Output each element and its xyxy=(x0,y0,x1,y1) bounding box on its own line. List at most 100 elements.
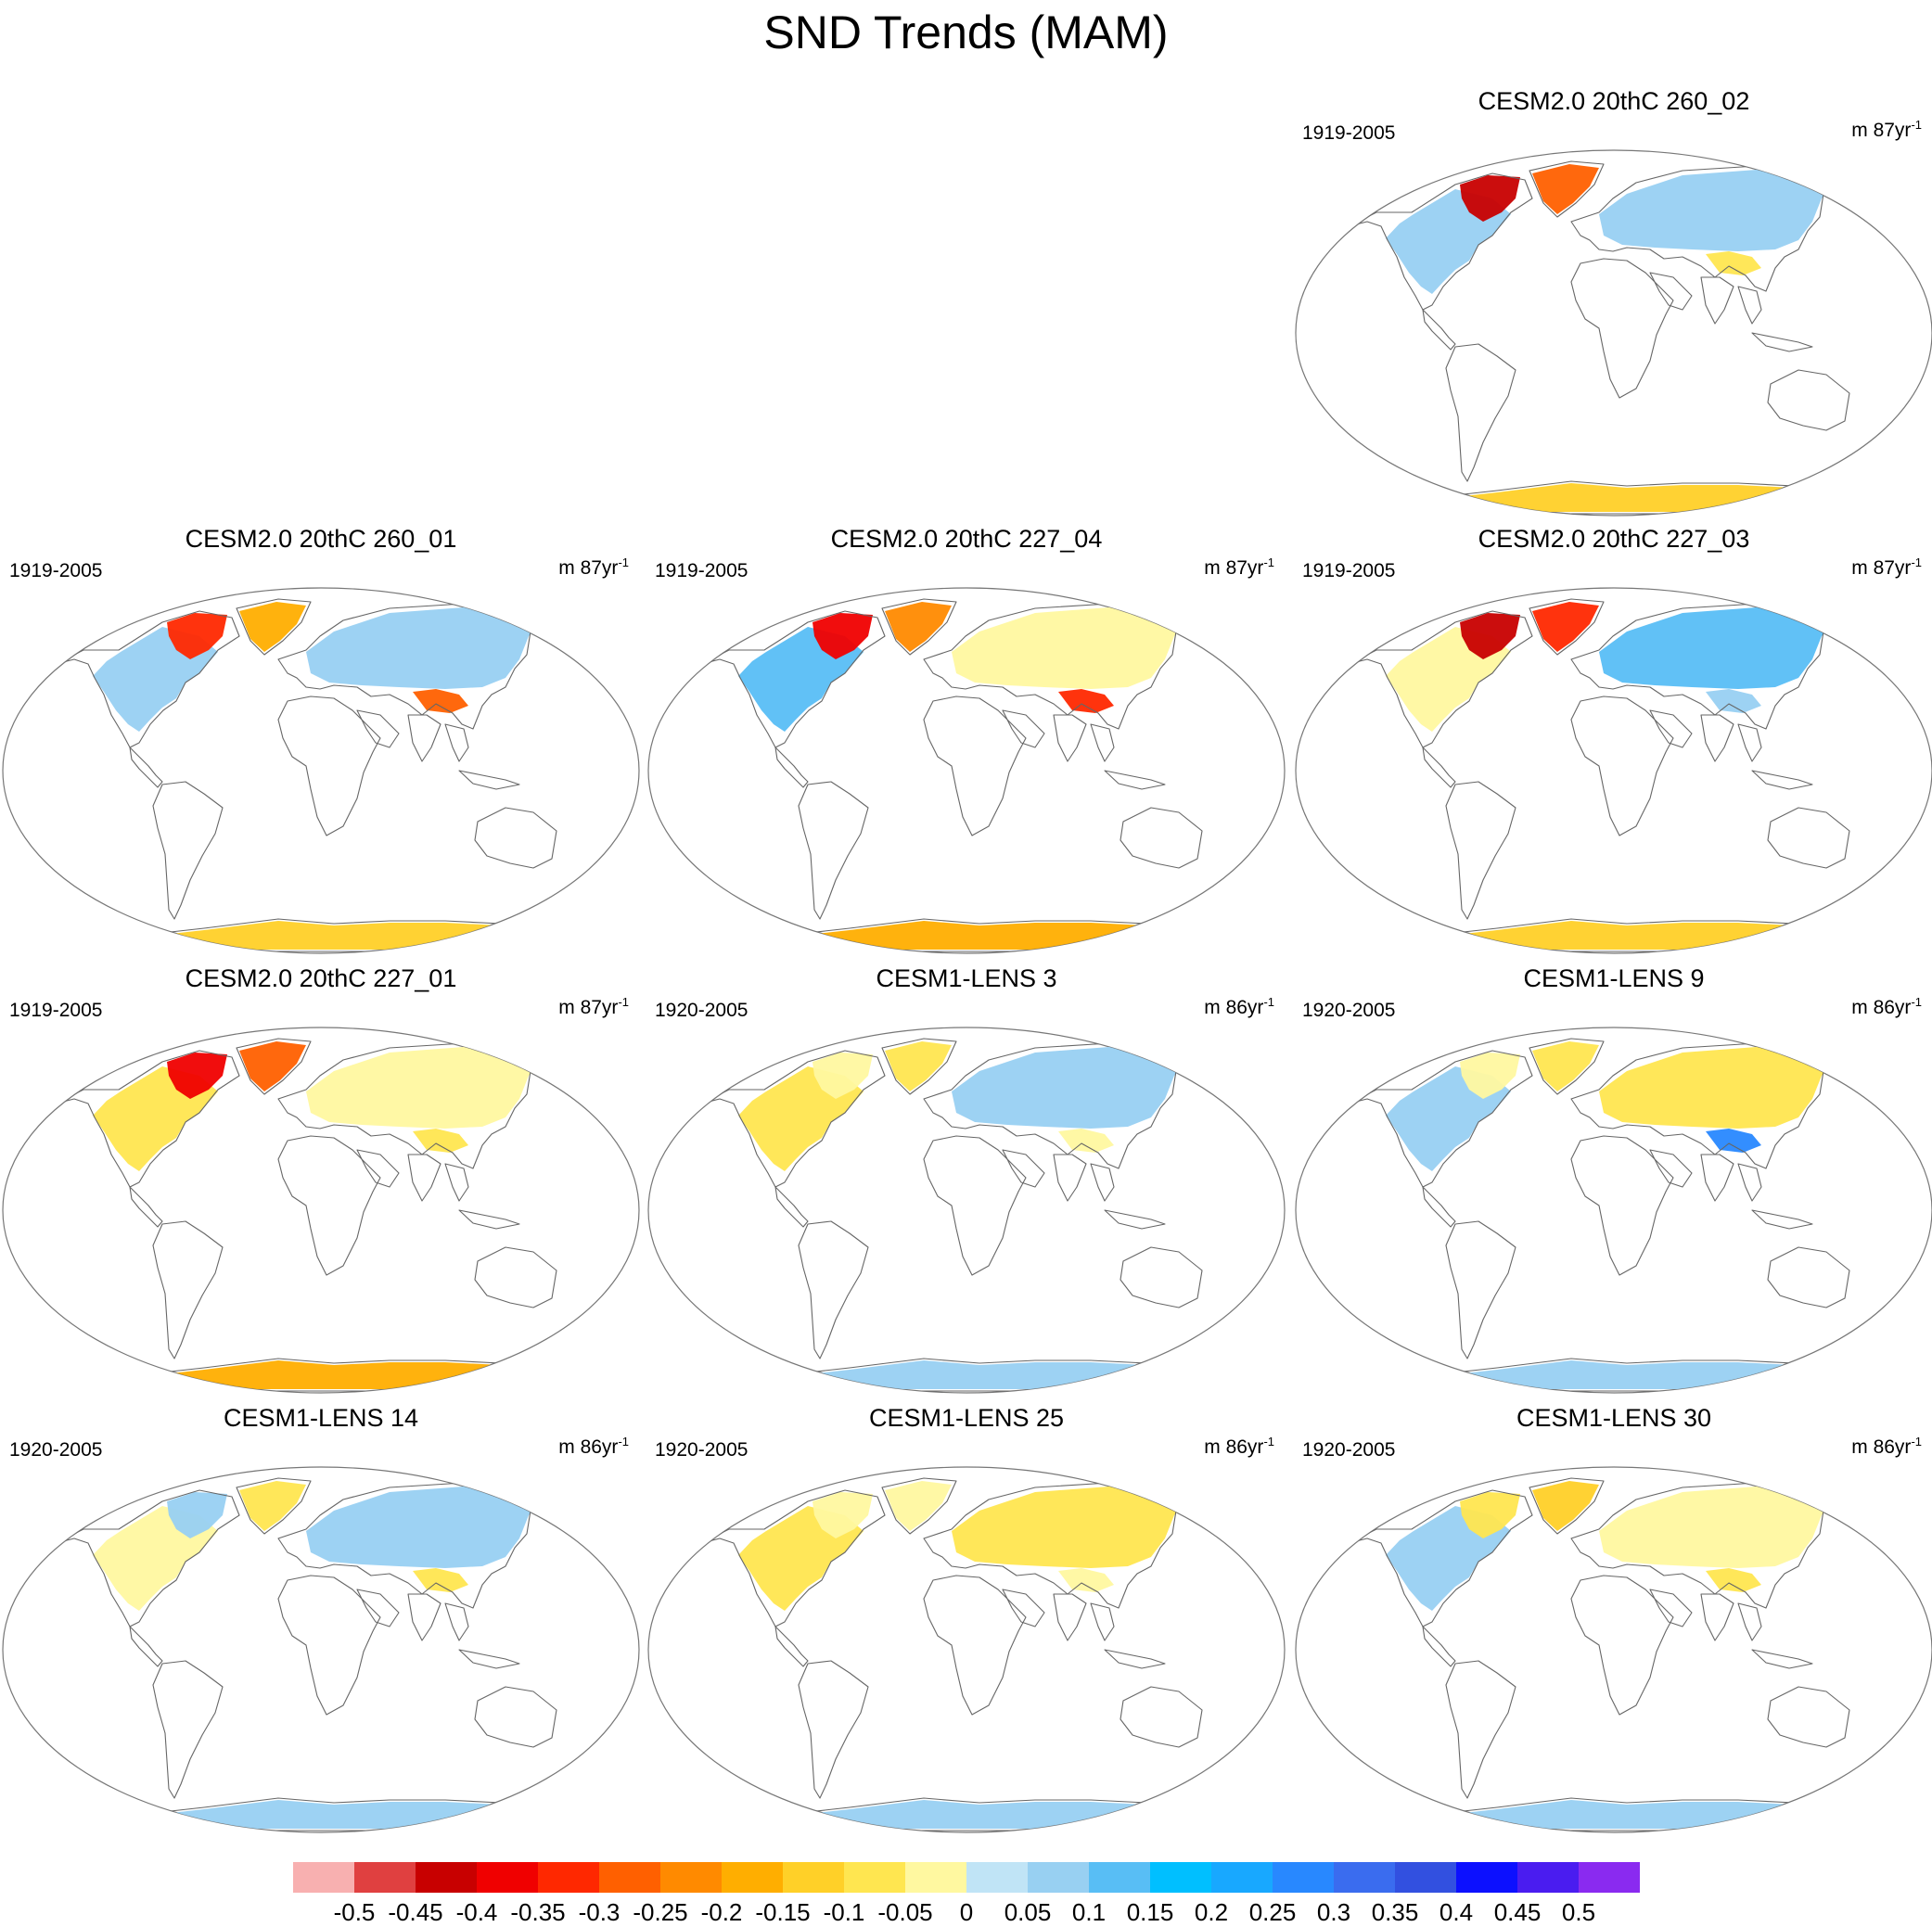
trend-region-northern-eurasia xyxy=(306,607,543,689)
colorbar-tick-label: 0.45 xyxy=(1494,1898,1542,1926)
map-cesm2-227-03 xyxy=(1295,587,1932,954)
figure-title: SND Trends (MAM) xyxy=(763,6,1169,58)
coastline-south-america xyxy=(152,1660,224,1799)
coastline-arabia xyxy=(356,1149,400,1188)
coastline-india xyxy=(1053,1154,1087,1202)
panel-title: CESM1-LENS 30 xyxy=(1516,1404,1712,1432)
trend-region-tibetan-plateau xyxy=(1058,689,1114,713)
trend-region-canadian-arctic-archipelago xyxy=(812,613,873,659)
trend-region-canadian-arctic-archipelago xyxy=(1460,1492,1520,1538)
panel-period: 1919-2005 xyxy=(1302,122,1396,144)
coastline-greenland xyxy=(881,1477,957,1535)
trend-region-greenland xyxy=(885,1041,952,1091)
map-cesm2-227-04 xyxy=(647,587,1286,954)
panel-period: 1919-2005 xyxy=(9,560,103,581)
coastline-australia xyxy=(1767,369,1850,431)
panel-period: 1920-2005 xyxy=(9,1439,103,1461)
map-panel-cesm2-260-02: CESM2.0 20thC 260_02 1919-2005 m 87yr-1 xyxy=(1293,87,1932,518)
map-panel-cesm1-lens-25: CESM1-LENS 25 1920-2005 m 86yr-1 xyxy=(646,1404,1287,1835)
colorbar-box xyxy=(354,1862,416,1893)
panel-title: CESM1-LENS 3 xyxy=(876,964,1057,992)
coastline-indonesia xyxy=(1104,1209,1166,1230)
coastline-australia xyxy=(1767,1686,1850,1748)
map-cesm2-260-02 xyxy=(1295,149,1932,517)
coastline-indonesia xyxy=(1751,1649,1813,1669)
panel-units: m 86yr-1 xyxy=(1851,1435,1922,1459)
coastline-north-america xyxy=(700,1050,886,1188)
coastline-arabia xyxy=(1002,709,1045,748)
coastline-africa xyxy=(277,1135,381,1276)
coastline-eurasia xyxy=(1570,603,1846,730)
coastline-india xyxy=(407,714,441,762)
trend-region-northern-eurasia xyxy=(952,607,1188,689)
trend-region-northern-eurasia xyxy=(952,1047,1188,1129)
coastline-central-america xyxy=(1422,747,1456,788)
coastline-africa xyxy=(923,696,1027,836)
coastline-india xyxy=(1700,1593,1734,1641)
colorbar-tick-label: -0.35 xyxy=(510,1898,565,1926)
colorbar-box xyxy=(966,1862,1028,1893)
coastline-indonesia xyxy=(1104,770,1166,790)
trend-region-tibetan-plateau xyxy=(413,1129,468,1153)
coastline-india xyxy=(1700,1154,1734,1202)
trend-region-canadian-arctic-archipelago xyxy=(167,613,227,659)
panel-period: 1920-2005 xyxy=(1302,1000,1396,1021)
coastline-north-america xyxy=(1348,1489,1533,1627)
trend-region-northern-eurasia xyxy=(1599,607,1836,689)
trend-region-northern-eurasia xyxy=(1599,1487,1836,1568)
coastline-southeast-asia xyxy=(444,1163,469,1202)
map-panel-cesm1-lens-3: CESM1-LENS 3 1920-2005 m 86yr-1 xyxy=(646,964,1287,1396)
coastline-southeast-asia xyxy=(1737,286,1762,325)
trend-region-canadian-arctic-archipelago xyxy=(1460,1053,1520,1099)
panel-units-exponent: -1 xyxy=(1911,995,1922,1009)
coastline-arabia xyxy=(1002,1149,1045,1188)
coastline-south-america xyxy=(152,781,224,920)
trend-region-canadian-arctic-archipelago xyxy=(1460,175,1520,222)
map-cesm1-lens-25 xyxy=(647,1466,1286,1833)
coastline-africa xyxy=(277,1575,381,1716)
coastline-southeast-asia xyxy=(444,1602,469,1641)
coastline-north-america xyxy=(1348,1050,1533,1188)
trend-region-greenland xyxy=(239,1041,306,1091)
coastline-greenland xyxy=(236,1477,312,1535)
map-panel-cesm1-lens-9: CESM1-LENS 9 1920-2005 m 86yr-1 xyxy=(1293,964,1932,1396)
trend-region-tibetan-plateau xyxy=(1706,689,1761,713)
coastline-greenland xyxy=(1529,160,1605,218)
panel-units: m 87yr-1 xyxy=(558,995,629,1019)
trend-region-greenland xyxy=(885,602,952,652)
coastline-india xyxy=(1700,714,1734,762)
coastline-greenland xyxy=(1529,598,1605,656)
map-panel-cesm2-260-01: CESM2.0 20thC 260_01 1919-2005 m 87yr-1 xyxy=(0,525,642,956)
colorbar-box xyxy=(416,1862,477,1893)
coastline-indonesia xyxy=(1751,1209,1813,1230)
colorbar-box xyxy=(1273,1862,1334,1893)
colorbar-tick-label: -0.15 xyxy=(755,1898,810,1926)
coastline-greenland xyxy=(881,598,957,656)
colorbar-tick-label: -0.2 xyxy=(701,1898,743,1926)
panel-title: CESM2.0 20thC 227_04 xyxy=(830,525,1103,553)
colorbar-tick-label: -0.1 xyxy=(824,1898,865,1926)
coastline-arabia xyxy=(356,1589,400,1627)
coastline-north-america xyxy=(55,610,240,748)
trend-region-northern-eurasia xyxy=(1599,170,1836,251)
colorbar-tick-label: 0.2 xyxy=(1195,1898,1228,1926)
coastline-south-america xyxy=(798,1660,869,1799)
trend-region-northern-eurasia xyxy=(952,1487,1188,1568)
panel-title: CESM2.0 20thC 260_02 xyxy=(1478,87,1750,115)
colorbar-tick-label: 0.3 xyxy=(1317,1898,1350,1926)
panel-units-base: m 87yr xyxy=(1851,120,1912,141)
coastline-australia xyxy=(1120,807,1203,869)
map-panel-cesm2-227-03: CESM2.0 20thC 227_03 1919-2005 m 87yr-1 xyxy=(1293,525,1932,956)
trend-region-tibetan-plateau xyxy=(413,1568,468,1592)
trend-region-greenland xyxy=(239,602,306,652)
colorbar-box xyxy=(293,1862,354,1893)
panel-units-exponent: -1 xyxy=(1911,118,1922,132)
coastline-australia xyxy=(1120,1686,1203,1748)
coastline-south-america xyxy=(152,1220,224,1359)
panel-title: CESM1-LENS 9 xyxy=(1523,964,1705,992)
coastline-south-america xyxy=(1445,781,1516,920)
coastline-africa xyxy=(923,1135,1027,1276)
map-cesm2-260-01 xyxy=(2,587,640,954)
coastline-southeast-asia xyxy=(1090,723,1115,762)
map-cesm1-lens-3 xyxy=(647,1027,1286,1394)
